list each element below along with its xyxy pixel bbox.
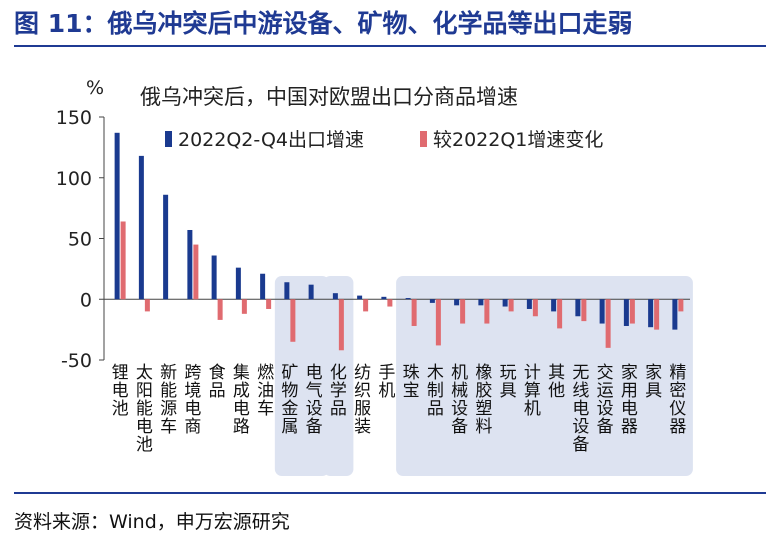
y-axis-unit: % [86,77,104,99]
bar-growth-change [435,299,441,346]
bar-export-growth [357,295,363,300]
bar-growth-change [193,244,199,300]
category-label: 交运设备 [597,363,614,437]
bar-growth-change [120,221,126,300]
category-label: 新能源车 [160,363,177,437]
bar-export-growth [211,255,217,300]
bar-growth-change [387,299,393,307]
legend-swatch [165,131,172,147]
title-rule [14,45,766,47]
category-label: 玩具 [500,363,517,401]
source-note: 资料来源：Wind，申万宏源研究 [14,511,290,533]
bar-export-growth [187,229,193,300]
bar-growth-change [144,299,150,312]
bar-growth-change [266,299,272,309]
legend-label: 较2022Q1增速变化 [433,129,603,151]
category-label: 无线电设备 [572,363,589,455]
bar-export-growth [381,296,387,300]
legend-label: 2022Q2-Q4出口增速 [178,129,364,151]
bar-growth-change [678,299,684,312]
legend: 2022Q2-Q4出口增速 较2022Q1增速变化 [165,129,603,151]
bar-growth-change [290,299,296,342]
category-label: 木制品 [427,363,444,419]
bar-export-growth [284,282,290,300]
category-labels: 锂电池太阳能电池新能源车跨境电商食品集成电路燃油车矿物金属电气设备化学品纺织服装… [112,363,687,455]
bar-growth-change [363,299,369,312]
figure-title: 图 11：俄乌冲突后中游设备、矿物、化学品等出口走弱 [14,9,633,38]
category-label: 电气设备 [306,363,323,437]
category-label: 锂电池 [112,363,129,419]
bar-chart: -50 0 50 100 150 锂电池太阳能电池新能源车跨境电商食品集成电路燃油车矿物… [56,77,693,476]
highlight-region [323,276,354,476]
bar-growth-change [217,299,223,320]
y-tick-label: 50 [68,229,92,251]
bar-export-growth [648,299,654,328]
y-tick-label: 100 [56,168,92,190]
highlight-regions [274,276,693,476]
bar-growth-change [629,299,635,324]
highlight-region [396,276,693,476]
bar-growth-change [484,299,490,324]
category-label: 集成电路 [233,363,250,437]
highlight-region [274,276,330,476]
y-tick-label: 0 [80,289,92,311]
category-label: 手机 [378,363,395,401]
bar-growth-change [605,299,611,348]
category-label: 食品 [209,363,226,401]
bars [114,132,684,351]
category-label: 其他 [548,363,565,401]
category-label: 家具 [645,363,662,401]
bar-export-growth [308,284,314,300]
bar-export-growth [478,299,484,306]
category-label: 太阳能电池 [136,363,153,455]
bar-growth-change [460,299,466,324]
bar-growth-change [654,299,660,330]
bar-export-growth [551,299,557,312]
category-label: 矿物金属 [281,363,298,437]
bar-growth-change [338,299,344,351]
y-tick-label: -50 [61,350,92,372]
bar-growth-change [532,299,538,317]
category-label: 跨境电商 [184,363,201,437]
bar-growth-change [411,299,417,326]
category-label: 橡胶塑料 [475,363,492,437]
bar-export-growth [260,273,266,300]
bar-export-growth [429,299,435,303]
source-rule [14,492,766,494]
bar-export-growth [672,299,678,330]
category-label: 家用电器 [621,363,638,437]
bar-export-growth [235,267,241,300]
bar-export-growth [623,299,629,326]
bar-export-growth [405,298,411,300]
y-tick-label: 150 [56,107,92,129]
category-label: 珠宝 [403,363,420,401]
chart-title: 俄乌冲突后，中国对欧盟出口分商品增速 [140,85,518,109]
category-label: 纺织服装 [354,363,371,437]
bar-export-growth [502,299,508,307]
category-label: 机械设备 [451,363,468,437]
bar-growth-change [241,299,247,314]
bar-export-growth [138,155,144,300]
category-label: 化学品 [330,363,347,419]
bar-growth-change [581,299,587,322]
bar-growth-change [508,299,514,312]
bar-export-growth [163,194,169,300]
bar-export-growth [332,293,338,300]
bar-export-growth [114,132,120,300]
category-label: 精密仪器 [669,363,686,437]
bar-growth-change [557,299,563,329]
bar-export-growth [575,299,581,317]
bar-export-growth [526,299,532,309]
category-label: 计算机 [524,363,541,419]
category-label: 燃油车 [257,363,274,419]
axes: -50 0 50 100 150 [56,107,690,372]
bar-export-growth [454,299,460,306]
bar-export-growth [599,299,605,324]
legend-swatch [420,131,427,147]
